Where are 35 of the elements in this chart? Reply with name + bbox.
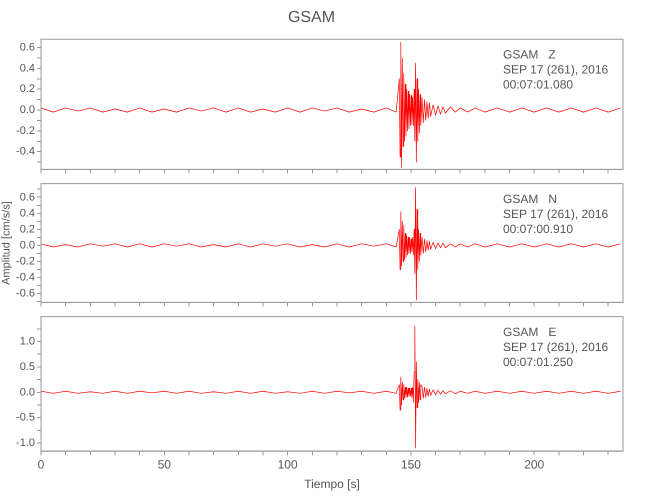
annotation: GSAM N	[503, 192, 558, 206]
annotation: 00:07:01.250	[503, 354, 574, 369]
y-tick-label: 0.0	[20, 104, 35, 116]
y-tick-label: -0.5	[16, 412, 35, 424]
y-tick-label: 0.2	[20, 223, 35, 236]
y-tick-label: -0.4	[16, 272, 35, 284]
y-tick-label: 1.0	[20, 336, 35, 348]
y-tick-label: 0.4	[20, 62, 35, 74]
y-tick-label: 0.2	[20, 83, 35, 96]
y-tick-label: 0.6	[20, 42, 35, 54]
y-tick-label: -1.0	[16, 437, 35, 450]
annotation: 00:07:01.080	[503, 78, 574, 92]
y-tick-label: 0.0	[20, 239, 35, 252]
annotation: GSAM E	[503, 324, 556, 339]
y-tick-label: -0.4	[16, 146, 35, 158]
annotation: 00:07:00.910	[503, 222, 574, 236]
annotation: GSAM Z	[503, 48, 556, 62]
x-axis-title: Tiempo [s]	[304, 477, 360, 492]
x-tick-label: 100	[278, 458, 298, 472]
y-tick-label: 0.4	[20, 207, 35, 220]
y-tick-label: -0.2	[16, 124, 35, 137]
y-tick-label: -0.2	[16, 255, 35, 268]
y-tick-label: -0.6	[16, 288, 35, 300]
y-tick-label: 0.5	[20, 360, 35, 373]
x-tick-label: 0	[38, 458, 45, 472]
annotation: SEP 17 (261), 2016	[503, 62, 609, 77]
y-tick-label: 0.0	[20, 386, 35, 398]
chart-title: GSAM	[288, 9, 336, 26]
annotation: SEP 17 (261), 2016	[503, 206, 609, 221]
y-tick-label: 0.6	[20, 191, 35, 204]
annotation: SEP 17 (261), 2016	[503, 340, 609, 354]
x-tick-label: 50	[158, 458, 172, 472]
x-tick-label: 200	[524, 458, 545, 472]
y-axis-title: Amplitud [cm/s/s]	[0, 201, 13, 285]
x-tick-label: 150	[400, 458, 422, 472]
